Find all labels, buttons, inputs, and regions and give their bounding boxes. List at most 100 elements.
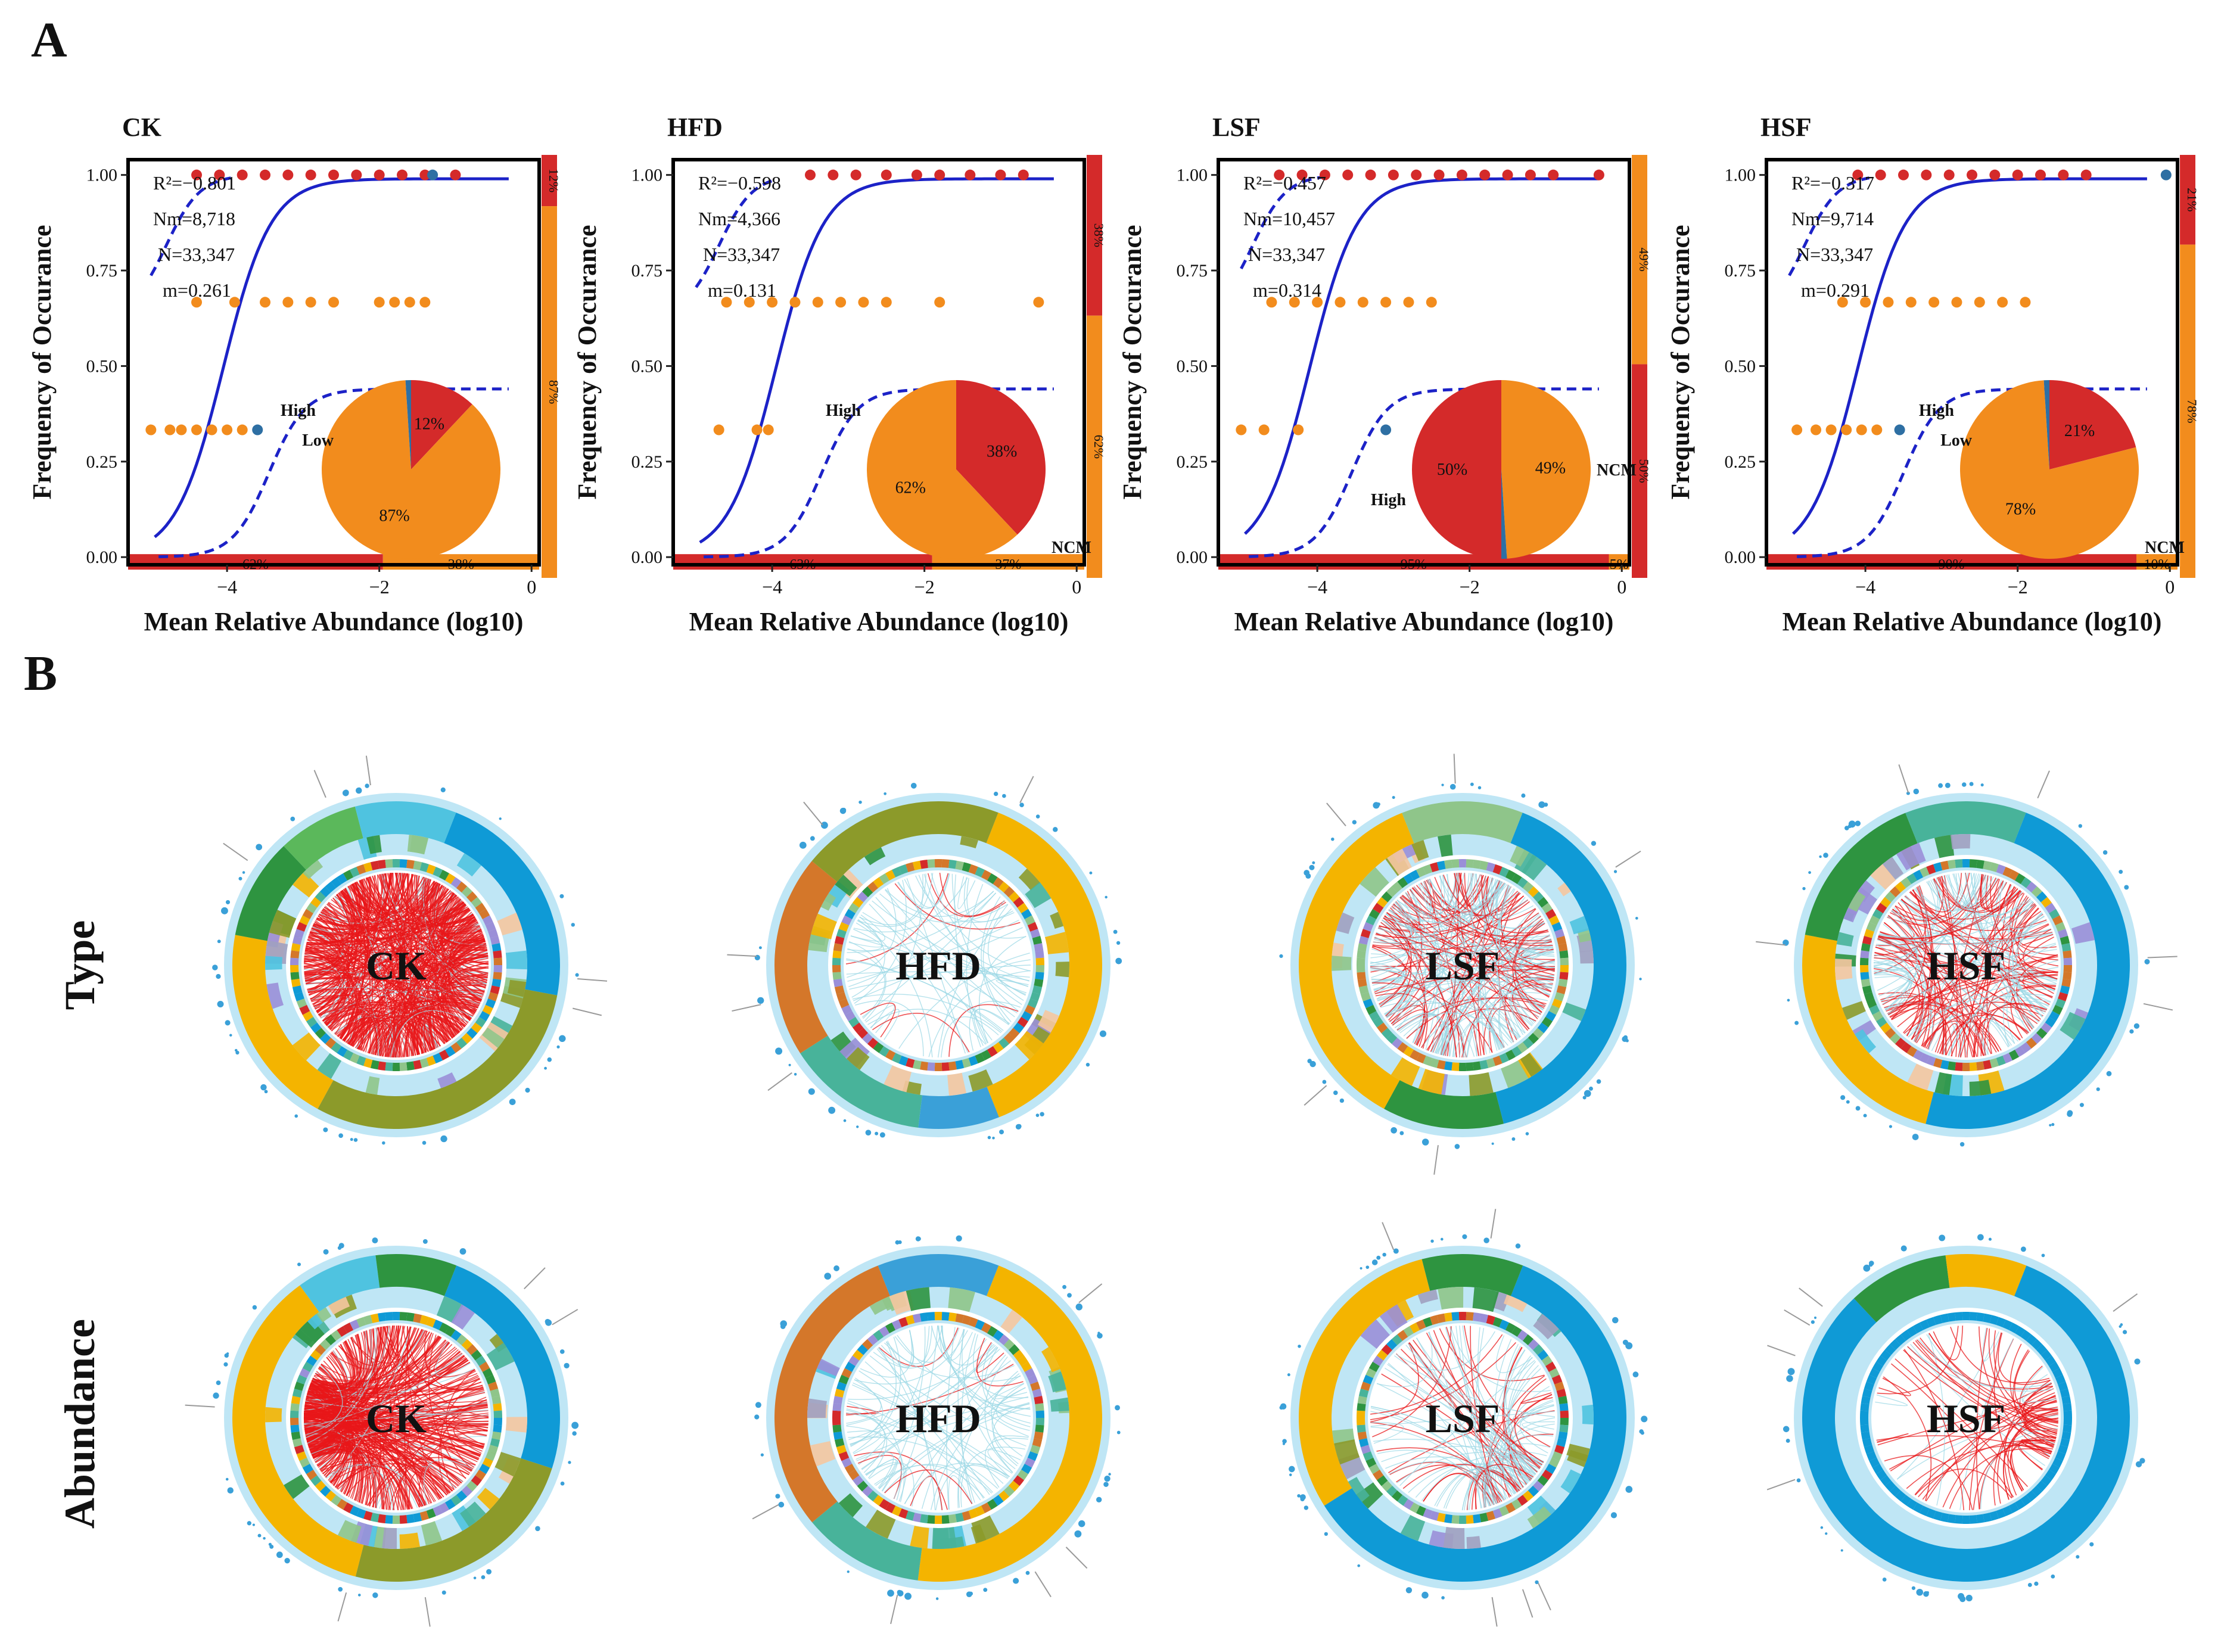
network-abundance-hfd: HFD	[752, 1235, 1121, 1625]
network-track-segment	[1558, 1395, 1568, 1405]
network-edge	[305, 1399, 387, 1510]
network-track-segment	[833, 942, 843, 952]
point-high	[1388, 169, 1399, 181]
network-annotation-tick	[424, 1597, 431, 1627]
network-edge	[1874, 954, 1907, 975]
network-track-segment	[861, 1485, 873, 1497]
network-edge	[975, 1009, 1009, 1044]
network-edge	[1889, 956, 2058, 1018]
network-center-label: CK	[366, 943, 427, 988]
network-track-segment	[1008, 1028, 1020, 1039]
pie-slice	[956, 380, 1046, 535]
network-outer-dot	[1848, 820, 1856, 828]
point-ncm	[744, 297, 755, 308]
network-track-segment	[438, 870, 449, 881]
network-outer-dot	[284, 1558, 290, 1564]
network-track-segment	[299, 915, 310, 926]
point-high	[1502, 169, 1513, 181]
network-bar-block	[437, 1072, 457, 1088]
network-bar-block	[1836, 932, 1854, 947]
network-bar-block	[2071, 922, 2095, 944]
point-low	[252, 424, 263, 435]
network-track-segment	[302, 1361, 313, 1373]
network-track-segment	[2020, 1495, 2032, 1506]
network-edge	[991, 1370, 1023, 1457]
network-track-segment	[1889, 1339, 1901, 1351]
point-high	[397, 169, 408, 181]
network-outer-dot	[1538, 801, 1545, 808]
network-track-segment	[292, 1388, 303, 1398]
network-track-segment	[356, 1317, 366, 1327]
network-edge	[310, 1327, 381, 1452]
network-bar-block	[503, 1417, 527, 1433]
network-edge	[367, 1023, 402, 1057]
network-edge	[1483, 1451, 1547, 1508]
network-track-segment	[1397, 1042, 1408, 1053]
network-edge	[398, 1004, 477, 1058]
point-ncm	[164, 424, 176, 435]
network-edge	[996, 1387, 1030, 1431]
network-edge	[406, 1326, 441, 1499]
network-track-segment	[450, 1330, 462, 1341]
network-edge	[1884, 1455, 1973, 1510]
network-track-segment	[1429, 1057, 1439, 1068]
network-track-segment	[981, 1050, 991, 1060]
network-track-segment	[292, 935, 303, 945]
network-track-segment	[1906, 1046, 1918, 1057]
network-annotation-tick	[524, 1267, 546, 1290]
network-outer-dot	[754, 1414, 760, 1420]
network-outer-dot	[1913, 788, 1920, 795]
network-edge	[1895, 1358, 2029, 1487]
network-track-segment	[920, 1514, 928, 1524]
network-track-segment	[1373, 1016, 1384, 1028]
network-outer-dot	[560, 1481, 565, 1486]
network-track-segment	[873, 1042, 884, 1053]
network-edge	[859, 873, 926, 925]
network-edge	[305, 960, 489, 982]
network-outer-dot	[263, 1536, 266, 1540]
network-edge	[1495, 1335, 1533, 1373]
network-track-segment	[891, 1319, 902, 1330]
network-track-segment	[1466, 1062, 1474, 1071]
network-track-segment	[975, 1053, 985, 1064]
network-edge	[939, 872, 1005, 917]
network-track-segment	[1511, 1046, 1522, 1057]
network-outer-dot	[1491, 1142, 1494, 1145]
network-track-segment	[1410, 1323, 1420, 1333]
network-edge	[1467, 1476, 1490, 1510]
network-track-segment	[291, 978, 301, 988]
side-bar-segment	[2180, 244, 2195, 578]
network-track-segment	[1528, 1339, 1539, 1351]
network-outer-dot	[1298, 1345, 1301, 1348]
network-outer-dot	[1802, 886, 1806, 891]
network-track-segment	[450, 877, 462, 888]
lower-bound-curve	[1249, 387, 1599, 558]
network-edge	[928, 970, 1031, 1057]
network-edge	[991, 1383, 1025, 1464]
network-track-segment	[488, 1382, 499, 1391]
stat-text: m=0.131	[708, 279, 776, 301]
network-track-segment	[294, 1382, 304, 1391]
network-track-segment	[306, 1469, 318, 1480]
network-outer-dot	[459, 1248, 466, 1255]
network-track-segment	[1872, 1361, 1883, 1373]
network-track-segment	[1444, 1312, 1452, 1322]
network-annotation-tick	[337, 1592, 347, 1622]
network-track-segment	[873, 1495, 884, 1506]
side-bar-label: 62%	[1091, 435, 1106, 459]
network-outer-dot	[778, 1501, 785, 1508]
network-outer-dot	[1333, 1090, 1338, 1096]
network-outer-dot	[217, 939, 221, 944]
network-annotation-tick	[732, 1004, 761, 1012]
network-track-segment	[1517, 1330, 1528, 1341]
network-track-segment	[325, 1334, 337, 1346]
network-track-segment	[1466, 1312, 1474, 1321]
network-edge	[941, 1016, 999, 1057]
network-track-segment	[1861, 1395, 1871, 1405]
pie-legend-high: High	[281, 402, 316, 420]
network-bar-block	[1055, 962, 1069, 978]
y-tick-label: 1.00	[86, 166, 118, 185]
network-bar-block	[366, 835, 382, 854]
x-tick-label: 0	[2165, 576, 2175, 598]
network-track-segment	[998, 1490, 1010, 1502]
